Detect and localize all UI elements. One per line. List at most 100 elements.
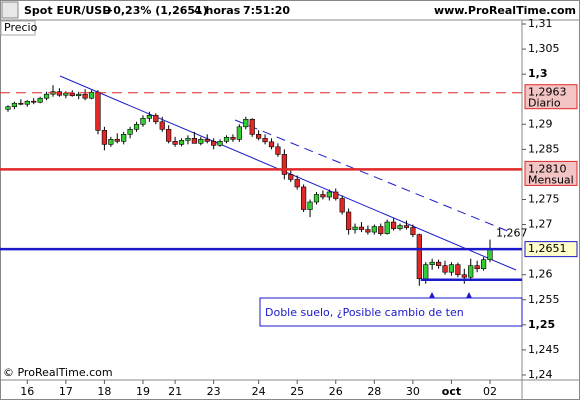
candle-body <box>31 100 37 103</box>
candle-body <box>140 117 146 125</box>
candle-body <box>185 138 191 141</box>
candle-body <box>320 194 326 198</box>
candle-body <box>249 118 255 135</box>
candle-body <box>243 118 249 128</box>
x-tick-label: oct <box>442 385 461 398</box>
candle-body <box>18 102 24 105</box>
x-tick-label: 28 <box>367 385 381 398</box>
candle-body <box>307 201 313 210</box>
x-tick-label: 21 <box>168 385 182 398</box>
candle-body <box>333 191 339 199</box>
candle-body <box>114 139 120 142</box>
candle-body <box>127 129 133 135</box>
candle-body <box>217 141 223 146</box>
candle-body <box>468 265 474 278</box>
candle-body <box>121 134 127 142</box>
candle-body <box>5 106 11 110</box>
candle-body <box>146 114 152 119</box>
x-tick-label: 23 <box>207 385 221 398</box>
candle-body <box>378 226 384 234</box>
candle-body <box>301 186 307 210</box>
candle-body <box>429 261 435 265</box>
candle-body <box>88 91 95 99</box>
panel-label-box <box>0 20 36 36</box>
y-tick-label: 1,305 <box>528 42 560 55</box>
y-tick-label: 1,31 <box>528 17 553 30</box>
candle-body <box>223 137 230 142</box>
candle-body <box>256 134 262 139</box>
y-tick-label: 1,245 <box>528 343 560 356</box>
y-tick-label: 1,285 <box>528 142 560 155</box>
x-tick-label: 30 <box>406 385 420 398</box>
candle-body <box>82 93 88 99</box>
level-sublabel: Diario <box>528 97 561 110</box>
candle-body <box>346 211 352 230</box>
level-label: 1,2810 <box>528 162 567 175</box>
y-tick-label: 1,24 <box>528 368 553 381</box>
x-tick-label: 18 <box>97 385 111 398</box>
x-tick-label: 16 <box>20 385 34 398</box>
candle-body <box>275 146 281 155</box>
candle-body <box>480 259 487 269</box>
candle-body <box>384 221 390 234</box>
candle-body <box>108 139 114 145</box>
candle-body <box>288 174 294 180</box>
annotation-box <box>259 297 523 327</box>
instrument: Spot EUR/USD <box>24 4 111 17</box>
trend-line <box>59 75 517 271</box>
candle-body <box>474 265 480 269</box>
candle-body <box>159 121 165 130</box>
level-label: 1,2963 <box>528 86 567 99</box>
candle-body <box>294 179 300 188</box>
candle-body <box>358 226 365 230</box>
last-high-label: 1,267 <box>496 227 528 240</box>
level-sublabel: Mensual <box>528 173 574 186</box>
candle-body <box>211 141 217 146</box>
menu-icon[interactable] <box>1 1 19 19</box>
candle-body <box>262 138 268 143</box>
x-tick-label: 17 <box>59 385 73 398</box>
candle-body <box>37 97 43 103</box>
candle-body <box>339 198 345 213</box>
level-label: 1,2651 <box>528 242 567 255</box>
candle-body <box>487 248 493 260</box>
annotation: Doble suelo, ¿Posible cambio de ten <box>265 306 464 319</box>
site: www.ProRealTime.com <box>434 4 576 17</box>
candle-body <box>236 126 242 140</box>
timeframe: 4 horas <box>194 4 241 17</box>
candle-body <box>313 194 320 203</box>
y-tick-label: 1,26 <box>528 268 553 281</box>
candle-body <box>133 123 140 130</box>
candle-body <box>178 140 185 145</box>
marks <box>5 85 493 286</box>
candle-body <box>435 261 442 266</box>
candle-body <box>403 225 410 228</box>
candle-body <box>172 141 178 145</box>
candle-body <box>410 227 416 235</box>
y-tick-label: 1,3 <box>528 67 548 80</box>
x-tick-label: 24 <box>252 385 266 398</box>
candle-body <box>24 100 30 105</box>
candle-body <box>69 92 75 97</box>
footer: © ProRealTime.com <box>3 366 113 379</box>
candle-body <box>461 274 467 278</box>
candle-body <box>153 114 159 123</box>
candle-body <box>11 102 18 108</box>
candle-body <box>326 191 332 198</box>
y-tick-label: 1,255 <box>528 293 560 306</box>
candle-body <box>352 226 358 230</box>
candle-body <box>365 229 371 233</box>
candle-body <box>268 141 275 148</box>
candle-body <box>448 264 455 273</box>
candle-body <box>95 91 101 131</box>
change: +0,23% (1,2651) <box>104 4 208 17</box>
y-tick-label: 1,29 <box>528 117 553 130</box>
x-tick-label: 19 <box>136 385 150 398</box>
candle-body <box>101 130 107 145</box>
candle-body <box>397 225 403 229</box>
x-tick-label: 26 <box>329 385 343 398</box>
candle-body <box>166 129 172 142</box>
time: 7:51:20 <box>243 4 290 17</box>
candle-body <box>390 221 397 229</box>
candle-body <box>191 138 197 144</box>
